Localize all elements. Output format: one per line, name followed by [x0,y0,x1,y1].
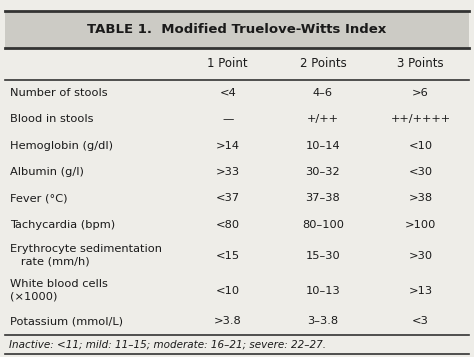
Text: <4: <4 [219,88,236,98]
Text: <10: <10 [216,286,240,296]
Text: <10: <10 [409,141,433,151]
Text: ++/++++: ++/++++ [391,114,451,124]
Text: White blood cells
(×1000): White blood cells (×1000) [10,280,108,302]
Text: 37–38: 37–38 [306,193,340,203]
Text: >100: >100 [405,220,436,230]
Text: >3.8: >3.8 [214,316,242,326]
Text: Inactive: <11; mild: 11–15; moderate: 16–21; severe: 22–27.: Inactive: <11; mild: 11–15; moderate: 16… [9,339,326,350]
Text: >30: >30 [409,251,433,261]
Text: 3–3.8: 3–3.8 [307,316,338,326]
Text: TABLE 1.  Modified Truelove-Witts Index: TABLE 1. Modified Truelove-Witts Index [87,23,387,36]
Text: Fever (°C): Fever (°C) [10,193,68,203]
Text: Tachycardia (bpm): Tachycardia (bpm) [10,220,116,230]
Text: <80: <80 [216,220,240,230]
Text: >6: >6 [412,88,429,98]
Text: 10–14: 10–14 [306,141,340,151]
Text: >33: >33 [216,167,240,177]
Text: <37: <37 [216,193,240,203]
Text: 3 Points: 3 Points [397,57,444,70]
Text: >14: >14 [216,141,240,151]
Text: —: — [222,114,233,124]
Text: >13: >13 [409,286,433,296]
Text: 15–30: 15–30 [306,251,340,261]
Bar [5,11,469,48]
Text: 4–6: 4–6 [313,88,333,98]
Text: 2 Points: 2 Points [300,57,346,70]
Text: <30: <30 [409,167,433,177]
Text: 30–32: 30–32 [306,167,340,177]
Text: Number of stools: Number of stools [10,88,108,98]
Text: <15: <15 [216,251,240,261]
Text: Potassium (mmol/L): Potassium (mmol/L) [10,316,123,326]
Text: Erythrocyte sedimentation
   rate (mm/h): Erythrocyte sedimentation rate (mm/h) [10,245,163,267]
Text: 1 Point: 1 Point [208,57,248,70]
Text: <3: <3 [412,316,429,326]
Text: 10–13: 10–13 [306,286,340,296]
Text: Blood in stools: Blood in stools [10,114,94,124]
Text: 80–100: 80–100 [302,220,344,230]
Text: +/++: +/++ [307,114,339,124]
Text: Hemoglobin (g/dl): Hemoglobin (g/dl) [10,141,113,151]
Text: Albumin (g/l): Albumin (g/l) [10,167,84,177]
Text: >38: >38 [409,193,433,203]
